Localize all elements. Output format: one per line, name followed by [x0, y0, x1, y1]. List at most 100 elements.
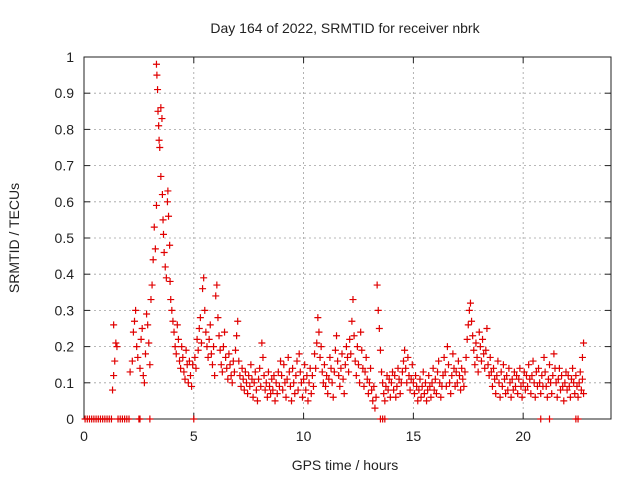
data-point: [232, 346, 240, 354]
data-point: [369, 397, 377, 405]
data-point: [577, 386, 585, 394]
data-point: [465, 306, 473, 314]
data-point: [564, 372, 572, 380]
data-point: [562, 368, 570, 376]
data-point: [484, 361, 492, 369]
data-point: [277, 357, 285, 365]
data-point: [403, 379, 411, 387]
data-point: [483, 325, 491, 332]
data-point: [476, 343, 484, 351]
data-point: [552, 379, 560, 387]
data-point: [525, 361, 533, 369]
y-tick-label: 1: [66, 49, 74, 65]
data-point: [281, 379, 289, 387]
data-point: [580, 390, 588, 398]
data-point: [297, 379, 305, 387]
data-point: [565, 382, 573, 390]
data-point: [417, 393, 425, 401]
data-point: [128, 357, 136, 365]
x-tick-label: 20: [515, 428, 531, 444]
data-point: [460, 382, 468, 390]
data-point: [479, 335, 487, 343]
data-point: [290, 379, 298, 387]
data-point: [519, 379, 527, 387]
y-tick-label: 0.8: [55, 121, 75, 137]
data-point: [503, 372, 511, 380]
data-point: [337, 364, 345, 372]
data-point: [501, 375, 509, 383]
data-point: [455, 372, 463, 380]
data-point: [186, 372, 194, 380]
data-point: [376, 346, 384, 354]
data-point: [418, 382, 426, 390]
data-point: [126, 368, 134, 376]
data-point: [429, 364, 437, 372]
data-point: [494, 357, 502, 365]
data-point: [347, 350, 355, 358]
data-point: [282, 393, 290, 401]
data-point: [159, 230, 167, 238]
data-point: [440, 353, 448, 361]
data-point: [132, 306, 140, 314]
data-point: [341, 361, 349, 369]
data-point: [202, 328, 210, 336]
data-point: [304, 397, 312, 405]
data-point: [248, 375, 256, 383]
y-tick-label: 0.4: [55, 266, 75, 282]
data-point: [179, 353, 187, 361]
data-point: [457, 386, 465, 394]
data-point: [446, 379, 454, 387]
data-point: [154, 86, 162, 94]
data-point: [241, 368, 249, 376]
data-point: [260, 372, 268, 380]
data-point: [307, 390, 315, 398]
data-point: [493, 372, 501, 380]
data-point: [300, 375, 308, 383]
data-point: [392, 393, 400, 401]
y-tick-label: 0.3: [55, 302, 75, 318]
data-point: [174, 335, 182, 343]
axis-ticks: 00.10.20.30.40.50.60.70.80.910 5 10 15 20: [55, 49, 611, 444]
data-point: [391, 372, 399, 380]
data-point: [155, 136, 163, 144]
data-point: [317, 343, 325, 351]
data-point: [240, 386, 248, 394]
data-point: [508, 375, 516, 383]
data-point: [188, 382, 196, 390]
data-point: [326, 353, 334, 361]
data-point: [222, 353, 230, 361]
data-point: [480, 350, 488, 358]
data-point: [353, 343, 361, 351]
data-point: [548, 390, 556, 398]
data-point: [401, 346, 409, 354]
data-point: [165, 212, 173, 220]
data-point: [111, 357, 119, 365]
data-point: [267, 390, 275, 398]
data-point: [266, 382, 274, 390]
data-point: [421, 379, 429, 387]
data-point: [242, 379, 250, 387]
data-point: [424, 386, 432, 394]
data-point: [270, 372, 278, 380]
data-point: [526, 375, 534, 383]
data-point: [426, 382, 434, 390]
data-point: [155, 122, 163, 130]
data-point: [258, 339, 266, 347]
data-point: [192, 364, 200, 372]
data-point: [269, 386, 277, 394]
data-point: [328, 379, 336, 387]
data-point: [331, 346, 339, 354]
data-point: [362, 353, 370, 361]
data-point: [420, 390, 428, 398]
data-point: [549, 372, 557, 380]
data-point: [246, 382, 254, 390]
data-point: [113, 343, 121, 351]
data-point: [443, 343, 451, 351]
data-point: [406, 386, 414, 394]
data-point: [575, 379, 583, 387]
data-point: [193, 335, 201, 343]
data-point: [481, 364, 489, 372]
data-point: [408, 361, 416, 369]
data-point: [224, 375, 232, 383]
data-point: [146, 415, 154, 423]
